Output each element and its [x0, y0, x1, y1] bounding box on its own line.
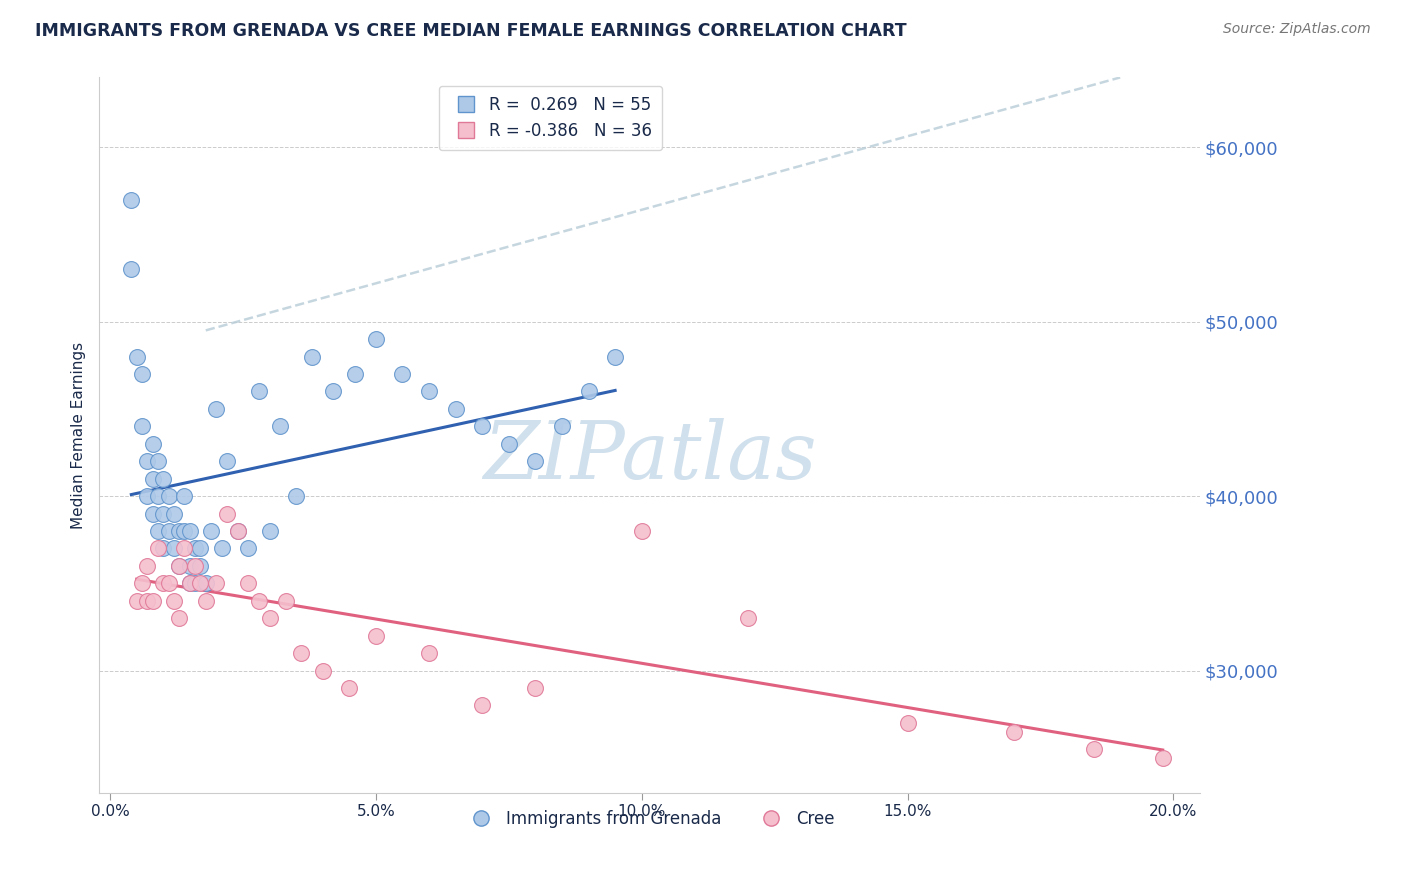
Point: [391, 367, 413, 381]
Point: [343, 367, 366, 381]
Point: [167, 558, 190, 573]
Point: [498, 436, 520, 450]
Point: [285, 489, 308, 503]
Point: [131, 367, 153, 381]
Point: [259, 524, 281, 538]
Y-axis label: Median Female Earnings: Median Female Earnings: [72, 342, 86, 529]
Point: [167, 558, 190, 573]
Point: [131, 576, 153, 591]
Point: [179, 576, 201, 591]
Point: [157, 576, 180, 591]
Point: [205, 401, 228, 416]
Point: [551, 419, 574, 434]
Point: [157, 524, 180, 538]
Point: [184, 558, 207, 573]
Point: [152, 541, 174, 556]
Point: [630, 524, 652, 538]
Point: [136, 454, 159, 468]
Point: [173, 489, 195, 503]
Point: [167, 611, 190, 625]
Point: [190, 576, 212, 591]
Legend: Immigrants from Grenada, Cree: Immigrants from Grenada, Cree: [458, 803, 842, 834]
Point: [152, 472, 174, 486]
Point: [136, 594, 159, 608]
Point: [1083, 742, 1105, 756]
Point: [179, 524, 201, 538]
Point: [136, 489, 159, 503]
Point: [152, 507, 174, 521]
Point: [179, 576, 201, 591]
Point: [142, 472, 165, 486]
Point: [418, 646, 440, 660]
Point: [142, 594, 165, 608]
Point: [120, 193, 142, 207]
Point: [125, 594, 148, 608]
Point: [120, 262, 142, 277]
Point: [896, 715, 918, 730]
Text: ZIPatlas: ZIPatlas: [482, 417, 817, 495]
Point: [603, 350, 626, 364]
Point: [131, 419, 153, 434]
Point: [146, 454, 169, 468]
Point: [578, 384, 600, 399]
Point: [163, 594, 186, 608]
Point: [173, 524, 195, 538]
Point: [142, 507, 165, 521]
Point: [238, 541, 260, 556]
Point: [163, 541, 186, 556]
Point: [269, 419, 291, 434]
Point: [737, 611, 759, 625]
Point: [226, 524, 249, 538]
Point: [211, 541, 233, 556]
Point: [167, 524, 190, 538]
Point: [194, 594, 217, 608]
Point: [136, 558, 159, 573]
Point: [179, 558, 201, 573]
Point: [215, 454, 238, 468]
Point: [152, 576, 174, 591]
Point: [215, 507, 238, 521]
Point: [322, 384, 344, 399]
Point: [471, 698, 494, 713]
Point: [184, 541, 207, 556]
Point: [173, 541, 195, 556]
Point: [524, 454, 547, 468]
Point: [200, 524, 222, 538]
Point: [290, 646, 312, 660]
Point: [125, 350, 148, 364]
Point: [471, 419, 494, 434]
Point: [364, 332, 387, 346]
Point: [1002, 724, 1025, 739]
Point: [146, 524, 169, 538]
Point: [312, 664, 335, 678]
Point: [184, 576, 207, 591]
Point: [418, 384, 440, 399]
Point: [142, 436, 165, 450]
Point: [238, 576, 260, 591]
Text: IMMIGRANTS FROM GRENADA VS CREE MEDIAN FEMALE EARNINGS CORRELATION CHART: IMMIGRANTS FROM GRENADA VS CREE MEDIAN F…: [35, 22, 907, 40]
Point: [163, 507, 186, 521]
Point: [301, 350, 323, 364]
Point: [364, 629, 387, 643]
Point: [205, 576, 228, 591]
Point: [247, 384, 270, 399]
Point: [444, 401, 467, 416]
Point: [274, 594, 297, 608]
Point: [157, 489, 180, 503]
Point: [337, 681, 360, 695]
Point: [190, 558, 212, 573]
Point: [524, 681, 547, 695]
Point: [1152, 751, 1174, 765]
Point: [146, 541, 169, 556]
Point: [146, 489, 169, 503]
Point: [247, 594, 270, 608]
Text: Source: ZipAtlas.com: Source: ZipAtlas.com: [1223, 22, 1371, 37]
Point: [226, 524, 249, 538]
Point: [259, 611, 281, 625]
Point: [190, 541, 212, 556]
Point: [194, 576, 217, 591]
